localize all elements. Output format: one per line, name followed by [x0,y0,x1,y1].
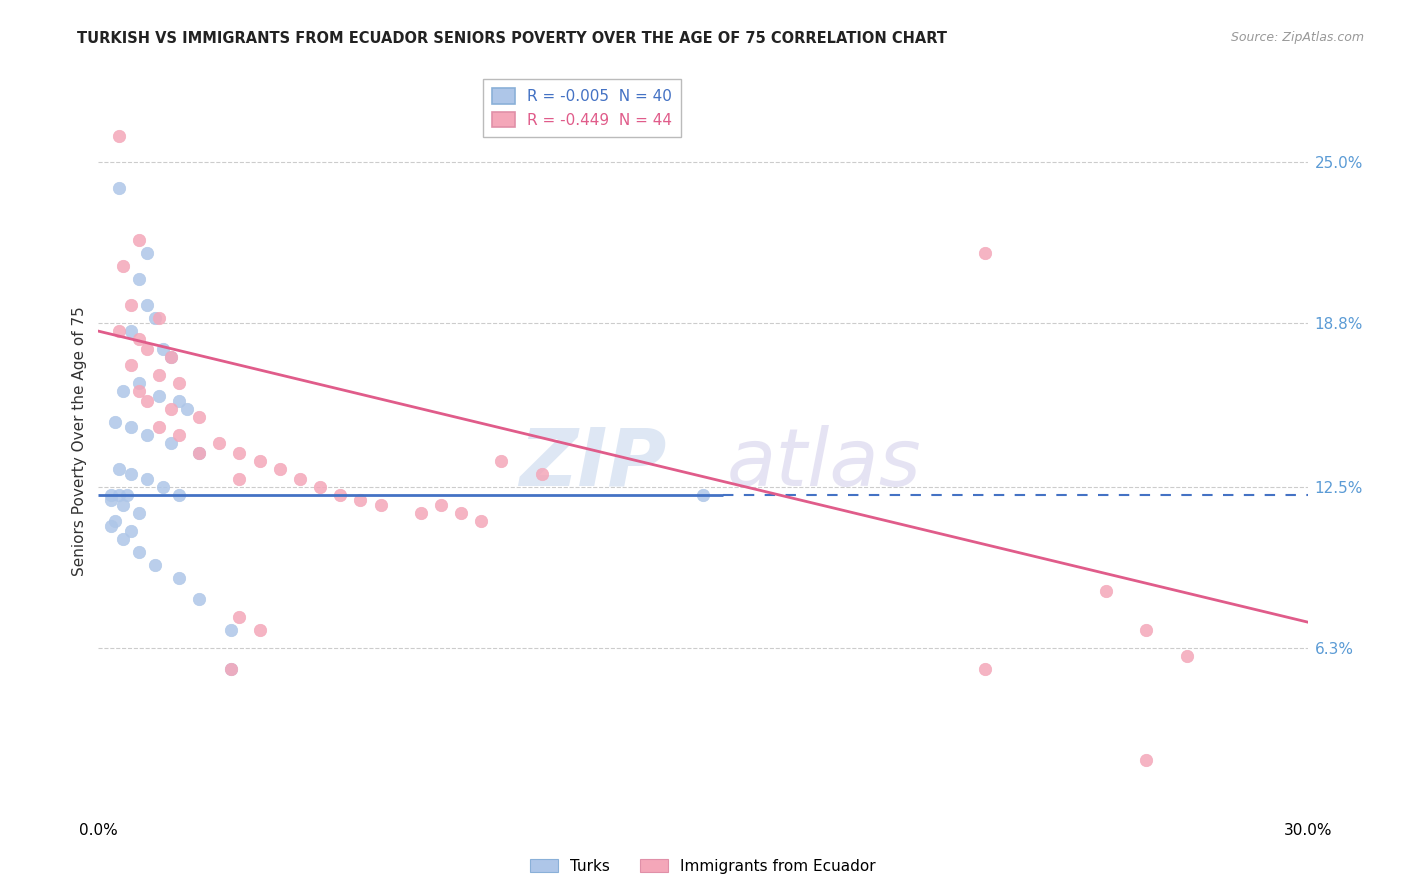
Point [167,571,190,585]
Point [228,610,250,624]
Point [120,467,142,481]
Point [148,420,170,434]
Point [450,506,472,520]
Point [143,311,166,326]
Point [974,662,997,676]
Point [249,454,271,468]
Point [167,394,190,409]
Y-axis label: Seniors Poverty Over the Age of 75: Seniors Poverty Over the Age of 75 [72,307,87,576]
Point [128,545,150,559]
Point [128,376,150,390]
Text: TURKISH VS IMMIGRANTS FROM ECUADOR SENIORS POVERTY OVER THE AGE OF 75 CORRELATIO: TURKISH VS IMMIGRANTS FROM ECUADOR SENIO… [77,31,948,46]
Point [188,591,211,606]
Point [152,343,174,357]
Point [288,472,311,486]
Point [1175,648,1198,663]
Point [148,311,170,326]
Point [120,420,142,434]
Point [167,488,190,502]
Point [188,409,211,424]
Point [208,435,231,450]
Point [160,402,183,417]
Point [974,246,997,260]
Point [692,488,714,502]
Point [409,506,432,520]
Point [176,402,198,417]
Point [128,506,150,520]
Point [120,298,142,312]
Point [221,662,243,676]
Point [128,332,150,346]
Point [100,493,122,508]
Point [107,181,129,195]
Point [1135,623,1157,637]
Point [430,498,453,512]
Point [115,488,138,502]
Point [160,435,183,450]
Point [135,394,157,409]
Point [128,384,150,398]
Point [269,462,291,476]
Point [120,524,142,538]
Point [128,272,150,286]
Point [221,623,243,637]
Point [370,498,392,512]
Point [107,324,129,338]
Point [167,428,190,442]
Point [188,446,211,460]
Point [111,498,134,512]
Point [530,467,553,481]
Point [135,298,157,312]
Point [1095,583,1118,598]
Point [120,324,142,338]
Point [143,558,166,572]
Legend: Turks, Immigrants from Ecuador: Turks, Immigrants from Ecuador [524,853,882,880]
Point [228,446,250,460]
Point [135,472,157,486]
Legend: R = -0.005  N = 40, R = -0.449  N = 44: R = -0.005 N = 40, R = -0.449 N = 44 [482,79,682,137]
Point [103,415,125,429]
Point [160,350,183,364]
Point [111,384,134,398]
Point [100,488,122,502]
Point [221,662,243,676]
Point [107,462,129,476]
Point [135,246,157,260]
Text: Source: ZipAtlas.com: Source: ZipAtlas.com [1230,31,1364,45]
Point [167,376,190,390]
Point [329,488,352,502]
Point [128,233,150,247]
Point [135,428,157,442]
Point [160,350,183,364]
Point [107,129,129,144]
Point [100,519,122,533]
Point [188,446,211,460]
Point [491,454,513,468]
Point [120,358,142,372]
Point [111,259,134,273]
Point [1135,753,1157,767]
Text: atlas: atlas [727,425,922,503]
Point [470,514,492,528]
Point [135,343,157,357]
Point [148,368,170,383]
Point [249,623,271,637]
Point [111,532,134,546]
Point [349,493,371,508]
Point [152,480,174,494]
Point [228,472,250,486]
Point [309,480,332,494]
Point [107,488,129,502]
Point [103,514,125,528]
Text: ZIP: ZIP [519,425,666,503]
Point [148,389,170,403]
